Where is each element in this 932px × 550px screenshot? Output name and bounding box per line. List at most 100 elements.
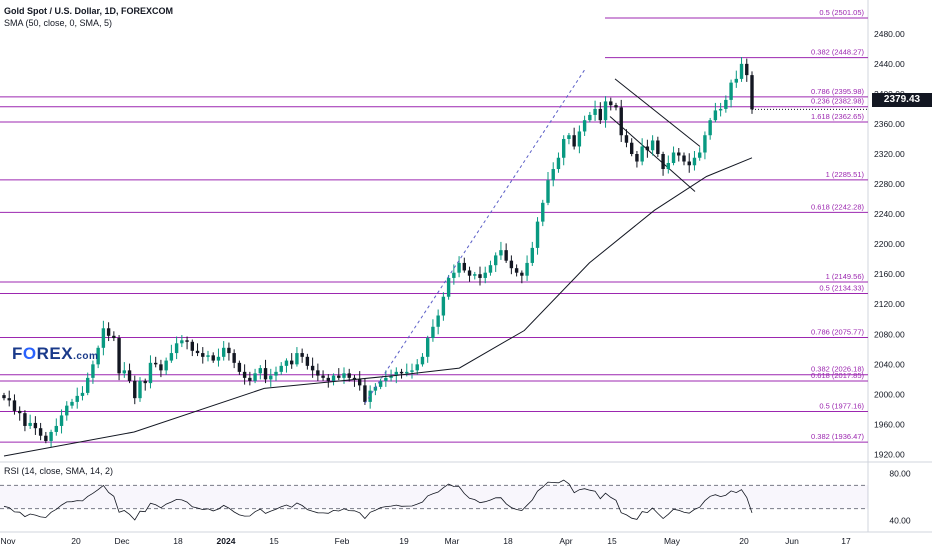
- candle-body: [577, 131, 582, 147]
- price-tick: 2360.00: [874, 119, 905, 129]
- candle-body: [201, 353, 205, 357]
- candle-body: [378, 380, 383, 387]
- candle-body: [509, 260, 514, 269]
- candle-body: [363, 385, 367, 402]
- forex-logo: FOREX.com: [12, 344, 99, 363]
- candle-body: [729, 82, 733, 100]
- candle-body: [174, 343, 179, 354]
- candle-body: [216, 356, 221, 361]
- candle-body: [227, 347, 231, 354]
- candle-body: [253, 373, 257, 381]
- candle-body: [85, 377, 90, 393]
- fib-label: 1 (2149.56): [826, 272, 865, 281]
- candle-body: [164, 360, 168, 371]
- current-price-tag: 2379.43: [872, 93, 932, 107]
- candle-body: [425, 338, 430, 357]
- candle-body: [352, 377, 357, 380]
- candle-body: [148, 362, 153, 384]
- candle-body: [530, 247, 535, 263]
- candle-body: [431, 326, 435, 339]
- price-tick: 2040.00: [874, 359, 905, 369]
- candle-body: [499, 250, 503, 256]
- candle-body: [410, 370, 414, 372]
- candle-body: [635, 154, 639, 162]
- price-tick: 2000.00: [874, 389, 905, 399]
- candle-body: [697, 152, 702, 158]
- fib-label: 0.786 (2395.98): [811, 87, 864, 96]
- candle-body: [389, 375, 393, 378]
- candle-body: [242, 371, 247, 378]
- candle-body: [49, 431, 53, 441]
- candle-body: [394, 371, 399, 376]
- candle-body: [195, 350, 200, 354]
- symbol-title: Gold Spot / U.S. Dollar, 1D, FOREXCOM: [4, 6, 174, 16]
- candle-body: [295, 353, 299, 365]
- fib-label: 0.5 (1977.16): [819, 402, 864, 411]
- candle-body: [112, 335, 116, 339]
- candle-body: [504, 250, 508, 261]
- candle-body: [331, 375, 336, 381]
- candle-body: [70, 401, 74, 406]
- candle-body: [7, 398, 11, 401]
- candle-body: [405, 371, 409, 374]
- candle-body: [206, 355, 210, 357]
- time-tick: Jun: [785, 536, 799, 546]
- candle-body: [23, 413, 27, 426]
- candle-body: [734, 78, 739, 83]
- candle-body: [117, 338, 121, 374]
- fib-label: 0.5 (2134.33): [819, 283, 864, 292]
- candle-body: [572, 135, 576, 147]
- candle-body: [525, 262, 529, 276]
- candle-body: [384, 377, 388, 381]
- candle-body: [457, 262, 461, 273]
- candle-body: [493, 255, 498, 266]
- candle-body: [180, 340, 184, 344]
- candle-body: [677, 152, 681, 156]
- fib-label: 0.786 (2075.77): [811, 327, 864, 336]
- candle-body: [703, 135, 707, 153]
- candle-body: [399, 371, 404, 374]
- price-tick: 2200.00: [874, 239, 905, 249]
- fib-label: 1 (2285.51): [826, 170, 865, 179]
- candle-body: [106, 328, 111, 336]
- rsi-band: [0, 485, 868, 509]
- candle-body: [593, 108, 597, 115]
- time-tick: Feb: [335, 536, 350, 546]
- candle-body: [473, 274, 477, 276]
- time-tick: May: [664, 536, 681, 546]
- time-tick: Nov: [0, 536, 16, 546]
- candle-body: [258, 368, 263, 374]
- candle-body: [645, 146, 650, 151]
- candle-body: [357, 379, 362, 386]
- candle-body: [718, 108, 723, 111]
- candle-body: [237, 362, 242, 372]
- sma-line: [3, 157, 753, 457]
- candle-body: [284, 360, 289, 366]
- candle-body: [708, 120, 712, 136]
- candles: [2, 57, 754, 447]
- impulse-line: [364, 69, 586, 404]
- fib-label: 0.236 (2382.98): [811, 97, 864, 106]
- price-tick: 2320.00: [874, 149, 905, 159]
- price-tick: 2480.00: [874, 29, 905, 39]
- candle-body: [609, 101, 613, 106]
- candle-body: [347, 373, 351, 378]
- candle-body: [122, 370, 127, 374]
- candle-body: [143, 380, 147, 384]
- price-tick: 2280.00: [874, 179, 905, 189]
- candle-body: [603, 101, 608, 121]
- candle-body: [488, 265, 493, 273]
- candle-body: [713, 110, 718, 121]
- fib-levels: 0.5 (2501.05) 0.382 (2448.27) 0.786 (2395.…: [0, 8, 868, 443]
- candle-body: [38, 428, 43, 436]
- price-axis: 2480.002440.002400.002360.002320.002280.…: [752, 29, 905, 459]
- candle-body: [687, 161, 691, 166]
- fib-label: 0.382 (2026.18): [811, 365, 864, 374]
- candle-body: [321, 375, 325, 378]
- candle-body: [556, 157, 561, 170]
- rsi-line: [3, 479, 753, 521]
- candle-body: [582, 120, 587, 132]
- price-tick: 1920.00: [874, 449, 905, 459]
- candle-body: [588, 114, 592, 121]
